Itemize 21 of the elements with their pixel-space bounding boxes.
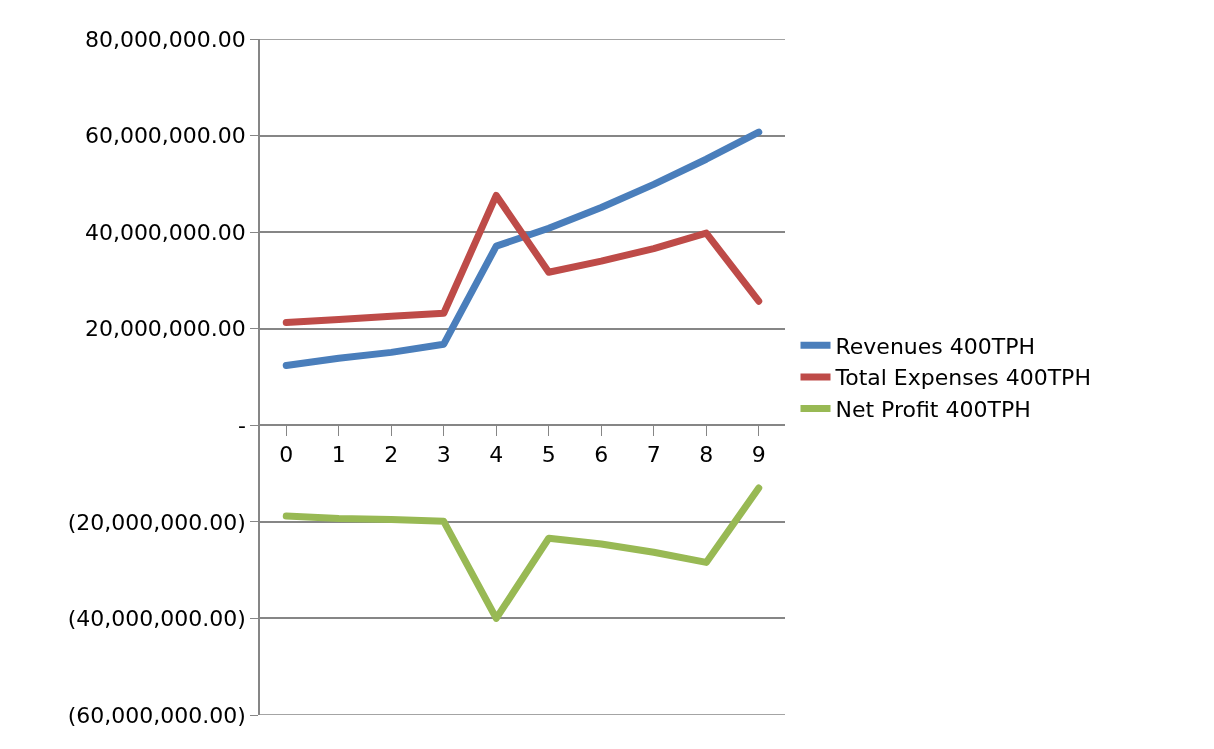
x-tick-label: 1 (331, 442, 346, 468)
y-tick-label: 80,000,000.00 (84, 26, 246, 52)
y-tick-label: - (237, 412, 246, 438)
x-tick-label: 8 (699, 442, 714, 468)
x-tick-label: 6 (594, 442, 609, 468)
legend-label: Net Profit 400TPH (835, 397, 1031, 423)
x-tick-label: 4 (489, 442, 504, 468)
y-tick-label: 40,000,000.00 (84, 219, 246, 245)
x-tick-label: 7 (646, 442, 661, 468)
y-tick-label: (60,000,000.00) (67, 702, 246, 728)
y-tick-label: 60,000,000.00 (84, 123, 246, 149)
x-tick-label: 9 (751, 442, 766, 468)
legend-label: Revenues 400TPH (835, 333, 1036, 359)
x-tick-label: 0 (279, 442, 294, 468)
x-tick-label: 2 (384, 442, 399, 468)
y-tick-label: (20,000,000.00) (67, 509, 246, 535)
y-tick-label: 20,000,000.00 (84, 316, 246, 342)
x-tick-label: 3 (436, 442, 451, 468)
legend-label: Total Expenses 400TPH (834, 365, 1091, 391)
x-tick-label: 5 (541, 442, 556, 468)
y-tick-label: (40,000,000.00) (67, 606, 246, 632)
